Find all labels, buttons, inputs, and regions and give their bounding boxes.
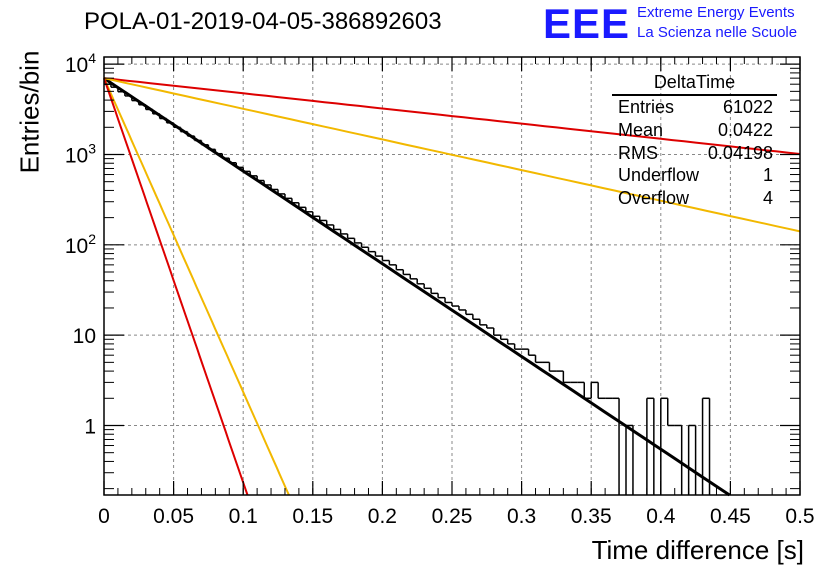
stats-value: 0.0422 [717, 119, 773, 140]
stats-label: Underflow [618, 165, 700, 186]
stats-row-mean: Mean 0.0422 [612, 119, 777, 142]
fit-curve [103, 77, 801, 233]
stats-value: 4 [762, 188, 773, 209]
x-tick-label: 0.3 [507, 505, 536, 528]
eee-logo: EEE [543, 0, 631, 47]
x-axis-label: Time difference [s] [591, 535, 804, 565]
stats-row-entries: Entries 61022 [612, 96, 777, 119]
stats-label: Overflow [618, 188, 690, 209]
stats-label: Mean [618, 119, 664, 140]
y-axis-label: Entries/bin [14, 50, 45, 174]
stats-label: Entries [618, 97, 675, 117]
fit-curve [103, 77, 801, 155]
x-tick-label: 0.05 [153, 505, 194, 528]
x-tick-label: 0.2 [368, 505, 397, 528]
stats-value: 61022 [722, 97, 773, 117]
stats-value: 1 [762, 165, 773, 186]
x-tick-label: 0.35 [571, 505, 612, 528]
x-tick-label: 0.45 [710, 505, 751, 528]
x-tick-label: 0.4 [646, 505, 676, 528]
histogram [104, 83, 711, 495]
stats-row-rms: RMS 0.04198 [612, 142, 777, 165]
stats-value: 0.04198 [707, 142, 773, 163]
axis-ticks [103, 57, 801, 495]
x-tick-label: 0.1 [229, 505, 258, 528]
y-tick-label: 104 [65, 50, 96, 77]
x-tick-label: 0 [98, 505, 110, 528]
x-tick-label: 0.25 [432, 505, 473, 528]
logo-line-2: La Scienza nelle Scuole [637, 24, 798, 41]
y-tick-label: 103 [65, 140, 96, 167]
y-tick-labels: 1 10 102 103 104 [65, 50, 96, 438]
y-tick-label: 1 [84, 415, 96, 438]
y-tick-label: 10 [73, 325, 96, 348]
stats-row-underflow: Underflow 1 [612, 164, 777, 187]
x-tick-label: 0.15 [292, 505, 333, 528]
x-tick-label: 0.5 [785, 505, 814, 528]
fit-curves [103, 77, 801, 497]
x-tick-labels: 0 0.05 0.1 0.15 0.2 0.25 0.3 0.35 0.4 0.45 0.5 [98, 505, 814, 528]
stats-row-overflow: Overflow 4 [612, 187, 777, 210]
stats-box: DeltaTime Entries 61022 Mean 0.0422 RMS … [612, 70, 777, 210]
logo-line-1: Extreme Energy Events [637, 4, 795, 21]
fit-curve [103, 77, 249, 496]
chart-title: POLA-01-2019-04-05-386892603 [84, 8, 442, 35]
stats-label: RMS [618, 142, 658, 163]
fit-curve [103, 77, 290, 496]
y-tick-label: 102 [65, 231, 96, 258]
stats-title: DeltaTime [612, 70, 777, 96]
